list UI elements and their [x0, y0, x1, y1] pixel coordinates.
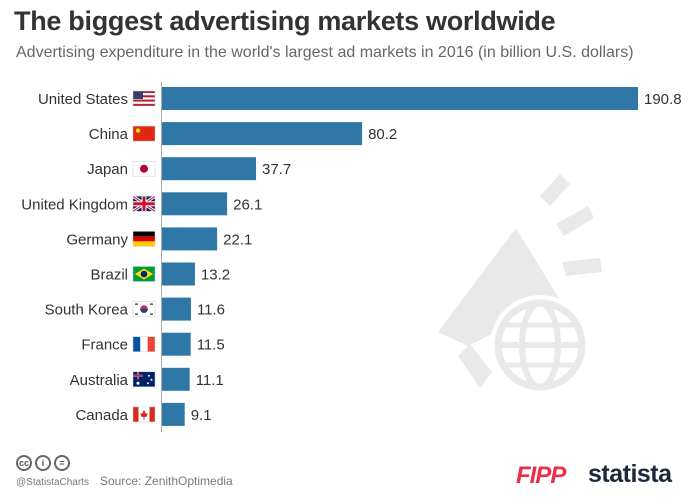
category-label: Germany	[66, 231, 128, 248]
bar-row: United Kingdom 26.1	[21, 192, 262, 216]
chart-subtitle: Advertising expenditure in the world's l…	[16, 44, 634, 61]
value-label: 11.5	[197, 337, 225, 354]
bar-row: Australia 11.1	[70, 367, 224, 391]
bar	[162, 192, 228, 216]
value-label: 9.1	[191, 407, 212, 424]
value-label: 11.6	[197, 302, 225, 319]
value-label: 37.7	[262, 161, 291, 178]
megaphone-watermark-icon	[438, 174, 602, 395]
fipp-logo: FIPP	[516, 462, 566, 489]
bar-row: Japan 37.7	[87, 157, 291, 181]
canada-flag-icon	[132, 406, 156, 423]
bar	[162, 122, 363, 146]
value-label: 22.1	[223, 231, 252, 248]
bar-row: Brazil 13.2	[90, 262, 230, 286]
bar	[162, 332, 191, 356]
australia-flag-icon	[132, 371, 156, 388]
bar	[162, 367, 190, 391]
bar	[162, 297, 191, 321]
japan-flag-icon	[132, 160, 156, 177]
category-label: Brazil	[90, 267, 128, 284]
category-label: France	[81, 337, 128, 354]
value-label: 190.8	[644, 91, 682, 108]
value-label: 80.2	[368, 126, 397, 143]
no-derivatives-icon: =	[54, 455, 70, 471]
category-label: Japan	[87, 161, 128, 178]
bar-row: Canada 9.1	[75, 402, 212, 426]
category-label: China	[89, 126, 129, 143]
bar	[162, 87, 638, 110]
uk-flag-icon	[132, 195, 156, 213]
creative-commons-icon: cc	[16, 455, 32, 471]
category-label: South Korea	[45, 302, 129, 319]
attribution-icon: i	[35, 455, 51, 471]
value-label: 26.1	[233, 196, 262, 213]
statista-logo: statista	[588, 460, 672, 488]
south-korea-flag-icon	[132, 301, 156, 317]
category-label: Canada	[75, 407, 128, 424]
bar-row: South Korea 11.6	[45, 297, 225, 321]
bar-row: United States 190.8	[38, 87, 682, 110]
germany-flag-icon	[132, 231, 156, 247]
bar	[162, 227, 218, 251]
bar	[162, 157, 257, 181]
chart-title: The biggest advertising markets worldwid…	[14, 6, 556, 36]
source-note: Source: ZenithOptimedia	[100, 474, 233, 488]
bar-row: China 80.2	[89, 122, 397, 146]
category-label: United Kingdom	[21, 196, 128, 213]
us-flag-icon	[132, 90, 156, 107]
twitter-handle: @StatistaCharts	[16, 477, 89, 488]
value-label: 13.2	[201, 267, 230, 284]
category-label: United States	[38, 91, 128, 108]
bar	[162, 402, 185, 426]
china-flag-icon	[132, 125, 156, 142]
bar-row: Germany 22.1	[66, 227, 252, 251]
bar	[162, 262, 195, 286]
bar-row: France 11.5	[81, 332, 225, 356]
value-label: 11.1	[196, 372, 224, 389]
category-label: Australia	[70, 372, 129, 389]
france-flag-icon	[132, 336, 156, 352]
brazil-flag-icon	[132, 266, 156, 282]
license-icons: cc i =	[16, 455, 70, 471]
